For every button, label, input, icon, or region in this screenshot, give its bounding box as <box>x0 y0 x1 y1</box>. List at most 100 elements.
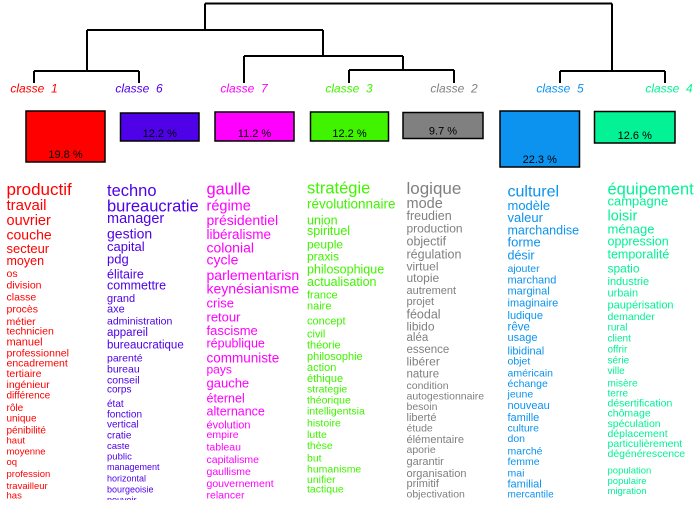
svg-text:bureaucratie: bureaucratie <box>107 197 199 215</box>
svg-text:régulation: régulation <box>407 247 462 261</box>
svg-text:22.3 %: 22.3 % <box>523 154 557 166</box>
svg-text:alternance: alternance <box>207 404 265 418</box>
svg-text:division: division <box>7 280 42 292</box>
svg-text:nouveau: nouveau <box>508 400 550 412</box>
svg-text:femme: femme <box>508 456 540 468</box>
svg-text:théorique: théorique <box>307 395 351 407</box>
svg-text:thèse: thèse <box>307 440 333 452</box>
svg-text:ludique: ludique <box>508 310 543 322</box>
svg-text:spirituel: spirituel <box>307 224 350 238</box>
svg-text:gaullisme: gaullisme <box>207 466 252 478</box>
svg-text:classe 4: classe 4 <box>645 82 693 96</box>
svg-text:éthique: éthique <box>307 373 343 385</box>
svg-text:haut: haut <box>7 436 26 447</box>
svg-text:humanisme: humanisme <box>307 464 361 476</box>
svg-text:moyenne: moyenne <box>7 447 46 458</box>
svg-text:ajouter: ajouter <box>508 263 541 275</box>
svg-text:naire: naire <box>307 301 331 313</box>
svg-text:équipement: équipement <box>608 181 695 199</box>
svg-text:classe 7: classe 7 <box>220 82 269 96</box>
svg-text:os: os <box>7 268 18 280</box>
svg-text:élémentaire: élémentaire <box>407 434 464 446</box>
svg-text:commettre: commettre <box>107 279 166 293</box>
svg-text:jeune: jeune <box>507 389 534 401</box>
svg-text:communiste: communiste <box>207 351 280 366</box>
svg-text:manager: manager <box>107 211 164 227</box>
svg-text:projet: projet <box>407 296 435 308</box>
svg-text:moyen: moyen <box>7 254 45 268</box>
svg-text:mercantile: mercantile <box>508 490 555 501</box>
svg-text:manuel: manuel <box>7 337 43 349</box>
svg-text:série: série <box>608 356 630 367</box>
svg-text:état: état <box>107 399 124 410</box>
svg-text:strategie: strategie <box>307 384 347 396</box>
svg-text:travail: travail <box>7 197 47 214</box>
svg-text:tableau: tableau <box>207 442 242 454</box>
svg-text:besoin: besoin <box>407 401 438 413</box>
svg-text:12.2 %: 12.2 % <box>332 128 366 140</box>
svg-text:objectif: objectif <box>407 235 447 249</box>
svg-text:évolution: évolution <box>207 419 251 431</box>
svg-text:américain: américain <box>508 368 554 380</box>
svg-text:métier: métier <box>7 316 37 328</box>
svg-text:keynésianisme: keynésianisme <box>207 281 300 297</box>
svg-text:culture: culture <box>508 423 540 435</box>
svg-text:procès: procès <box>7 303 39 315</box>
svg-text:pdg: pdg <box>107 251 129 266</box>
svg-text:ménage: ménage <box>608 221 655 236</box>
svg-text:administration: administration <box>107 315 173 327</box>
svg-text:12.2 %: 12.2 % <box>143 128 177 140</box>
svg-text:mode: mode <box>407 196 443 212</box>
svg-text:unique: unique <box>7 414 37 425</box>
svg-text:spatio: spatio <box>608 262 640 276</box>
svg-text:forme: forme <box>508 235 541 250</box>
svg-text:populaire: populaire <box>608 476 647 487</box>
svg-text:retour: retour <box>207 310 242 325</box>
svg-text:élitaire: élitaire <box>107 267 144 281</box>
svg-text:république: république <box>207 336 265 350</box>
svg-text:has: has <box>7 491 23 501</box>
svg-text:caste: caste <box>107 441 130 452</box>
svg-text:histoire: histoire <box>307 418 341 430</box>
svg-text:migration: migration <box>608 486 647 497</box>
svg-text:appareil: appareil <box>107 327 148 339</box>
svg-text:offrir: offrir <box>608 345 628 356</box>
svg-text:libido: libido <box>407 320 435 334</box>
svg-text:garantir: garantir <box>407 456 445 468</box>
svg-text:primitif: primitif <box>407 478 440 490</box>
svg-text:gestion: gestion <box>107 225 152 241</box>
svg-text:chômage: chômage <box>608 408 651 420</box>
svg-text:fonction: fonction <box>107 409 142 420</box>
svg-text:professionnel: professionnel <box>7 348 69 360</box>
svg-text:différence: différence <box>7 391 51 402</box>
svg-text:urbain: urbain <box>608 288 639 300</box>
svg-text:management: management <box>107 462 160 472</box>
svg-text:relancer: relancer <box>207 490 245 500</box>
svg-text:secteur: secteur <box>7 241 50 256</box>
svg-text:marché: marché <box>508 446 543 458</box>
svg-text:action: action <box>307 362 336 374</box>
svg-text:bourgeoisie: bourgeoisie <box>107 484 154 494</box>
svg-text:conseil: conseil <box>107 374 140 386</box>
svg-text:cratie: cratie <box>107 431 132 442</box>
svg-text:campagne: campagne <box>608 194 669 209</box>
svg-text:autrement: autrement <box>407 285 457 297</box>
svg-text:objet: objet <box>508 355 531 367</box>
svg-text:misère: misère <box>608 379 638 390</box>
svg-text:désertification: désertification <box>608 398 673 410</box>
svg-text:population: population <box>608 466 652 477</box>
svg-text:11.2 %: 11.2 % <box>238 128 272 140</box>
svg-text:ouvrier: ouvrier <box>7 213 51 229</box>
svg-text:concept: concept <box>307 316 346 328</box>
svg-text:12.6 %: 12.6 % <box>618 130 652 142</box>
svg-text:modèle: modèle <box>508 198 551 213</box>
svg-text:féodal: féodal <box>407 308 441 322</box>
svg-text:familial: familial <box>508 478 542 490</box>
svg-text:industrie: industrie <box>608 276 650 288</box>
svg-text:corps: corps <box>107 385 131 396</box>
svg-text:classe 3: classe 3 <box>325 82 373 96</box>
svg-text:condition: condition <box>407 380 449 392</box>
svg-text:cycle: cycle <box>207 252 239 268</box>
svg-text:ville: ville <box>608 366 626 377</box>
svg-text:don: don <box>508 433 526 445</box>
